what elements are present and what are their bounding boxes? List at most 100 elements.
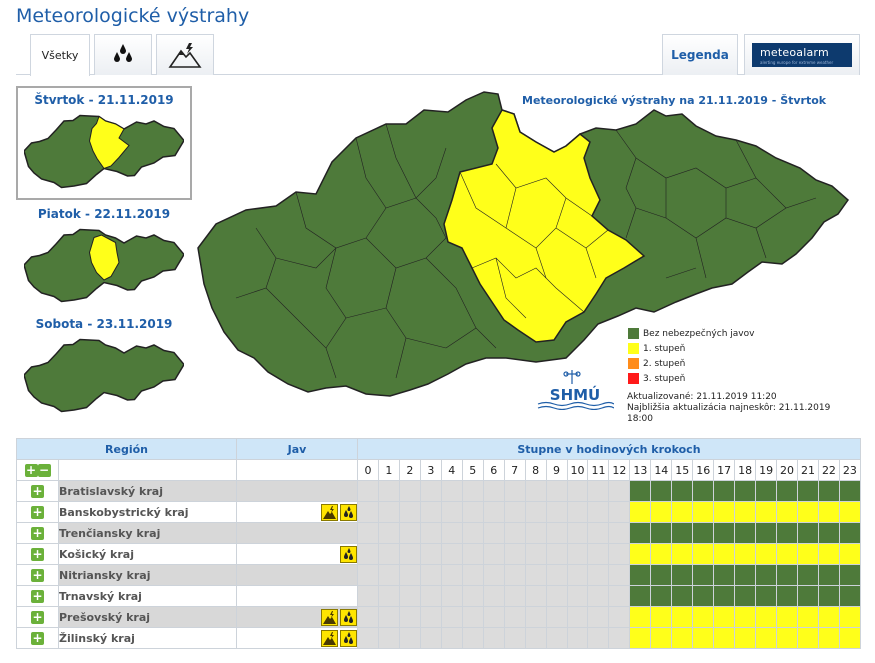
hour-cell <box>608 543 631 565</box>
mountain-lightning-icon <box>168 43 202 68</box>
hour-label: 2 <box>398 459 421 481</box>
hour-cell <box>692 480 715 502</box>
map-region-yellow <box>443 109 646 343</box>
hour-cell <box>671 522 694 544</box>
region-name: Košický kraj <box>58 543 237 565</box>
hour-cell <box>734 522 757 544</box>
hour-cell <box>629 480 652 502</box>
hour-cell <box>419 522 442 544</box>
expand-cell[interactable]: + <box>16 564 59 586</box>
hour-label: 5 <box>461 459 484 481</box>
warning-map <box>197 91 850 397</box>
expand-row-button[interactable]: + <box>31 504 44 519</box>
hour-cell <box>629 585 652 607</box>
hour-cell <box>608 585 631 607</box>
day-card-friday[interactable]: Piatok - 22.11.2019 <box>16 200 192 310</box>
rain-warning-icon[interactable] <box>340 629 357 647</box>
hour-cell <box>608 606 631 628</box>
tab-rain[interactable] <box>94 34 152 75</box>
tab-all[interactable]: Všetky <box>30 34 90 76</box>
hour-cell <box>755 627 778 649</box>
hour-cell <box>419 627 442 649</box>
hour-cell <box>713 627 736 649</box>
hour-cell <box>713 606 736 628</box>
expand-cell[interactable]: + <box>16 522 59 544</box>
expand-row-button[interactable]: + <box>31 483 44 498</box>
hour-cell <box>650 606 673 628</box>
hour-cell <box>587 522 610 544</box>
storm-warning-icon[interactable] <box>321 608 338 626</box>
empty-cell <box>58 459 237 481</box>
legend-swatch <box>628 343 639 354</box>
expand-cell[interactable]: + <box>16 480 59 502</box>
expand-row-button[interactable]: + <box>31 525 44 540</box>
tab-meteoalarm[interactable]: meteoalarm alerting europe for extreme w… <box>744 34 860 75</box>
hour-cell <box>776 627 799 649</box>
storm-warning-icon[interactable] <box>321 503 338 521</box>
hour-cell <box>817 522 840 544</box>
expand-row-button[interactable]: + <box>31 546 44 561</box>
hour-cell <box>545 501 568 523</box>
hour-cell <box>713 522 736 544</box>
table-row: + Trnavský kraj <box>16 585 861 607</box>
rain-warning-icon[interactable] <box>340 608 357 626</box>
jav-cell <box>236 585 358 607</box>
hour-cell <box>629 627 652 649</box>
collapse-all-button[interactable]: − <box>37 462 51 477</box>
hour-cell <box>524 543 547 565</box>
region-name: Prešovský kraj <box>58 606 237 628</box>
expand-all-button[interactable]: + <box>24 462 38 477</box>
legend-swatch <box>628 328 639 339</box>
hour-cell <box>692 564 715 586</box>
expand-cell[interactable]: + <box>16 585 59 607</box>
hour-cell <box>817 627 840 649</box>
hour-cell <box>817 501 840 523</box>
jav-cell <box>236 522 358 544</box>
hour-cell <box>503 627 526 649</box>
legend-label: Bez nebezpečných javov <box>643 328 755 339</box>
next-update: Najbližšia aktualizácia najneskôr: 21.11… <box>627 403 831 424</box>
warnings-table: Región Jav Stupne v hodinových krokoch +… <box>16 438 861 649</box>
hour-cell <box>671 585 694 607</box>
hour-cell <box>713 585 736 607</box>
hour-cell <box>817 564 840 586</box>
expand-row-button[interactable]: + <box>31 609 44 624</box>
hour-label: 10 <box>566 459 589 481</box>
legend-label: 2. stupeň <box>643 358 686 369</box>
expand-cell[interactable]: + <box>16 543 59 565</box>
hour-cell <box>755 585 778 607</box>
rain-warning-icon[interactable] <box>340 545 357 563</box>
day-card-thursday[interactable]: Štvrtok - 21.11.2019 <box>16 86 192 200</box>
hour-cell <box>419 480 442 502</box>
hour-cell <box>566 543 589 565</box>
mini-map-thursday <box>24 114 184 189</box>
expand-collapse-all[interactable]: + − <box>16 459 59 481</box>
day-card-saturday[interactable]: Sobota - 23.11.2019 <box>16 312 192 422</box>
hour-label: 17 <box>713 459 736 481</box>
hour-cell <box>734 627 757 649</box>
tab-storm[interactable] <box>156 34 214 75</box>
region-name: Nitriansky kraj <box>58 564 237 586</box>
tab-legend[interactable]: Legenda <box>662 34 738 75</box>
hour-cell <box>797 480 819 502</box>
expand-cell[interactable]: + <box>16 501 59 523</box>
expand-cell[interactable]: + <box>16 606 59 628</box>
page-title: Meteorologické výstrahy <box>16 5 250 27</box>
expand-cell[interactable]: + <box>16 627 59 649</box>
hour-cell <box>440 480 463 502</box>
hour-cell <box>817 585 840 607</box>
mini-map-saturday <box>24 338 184 413</box>
expand-row-button[interactable]: + <box>31 588 44 603</box>
expand-row-button[interactable]: + <box>31 567 44 582</box>
hour-cell <box>838 606 861 628</box>
hour-cell <box>797 627 819 649</box>
hour-cell <box>817 543 840 565</box>
rain-warning-icon[interactable] <box>340 503 357 521</box>
raindrops-icon <box>114 44 132 62</box>
hour-cell <box>398 627 421 649</box>
hour-cell <box>755 522 778 544</box>
storm-warning-icon[interactable] <box>321 629 338 647</box>
expand-row-button[interactable]: + <box>31 630 44 645</box>
hour-cell <box>650 522 673 544</box>
